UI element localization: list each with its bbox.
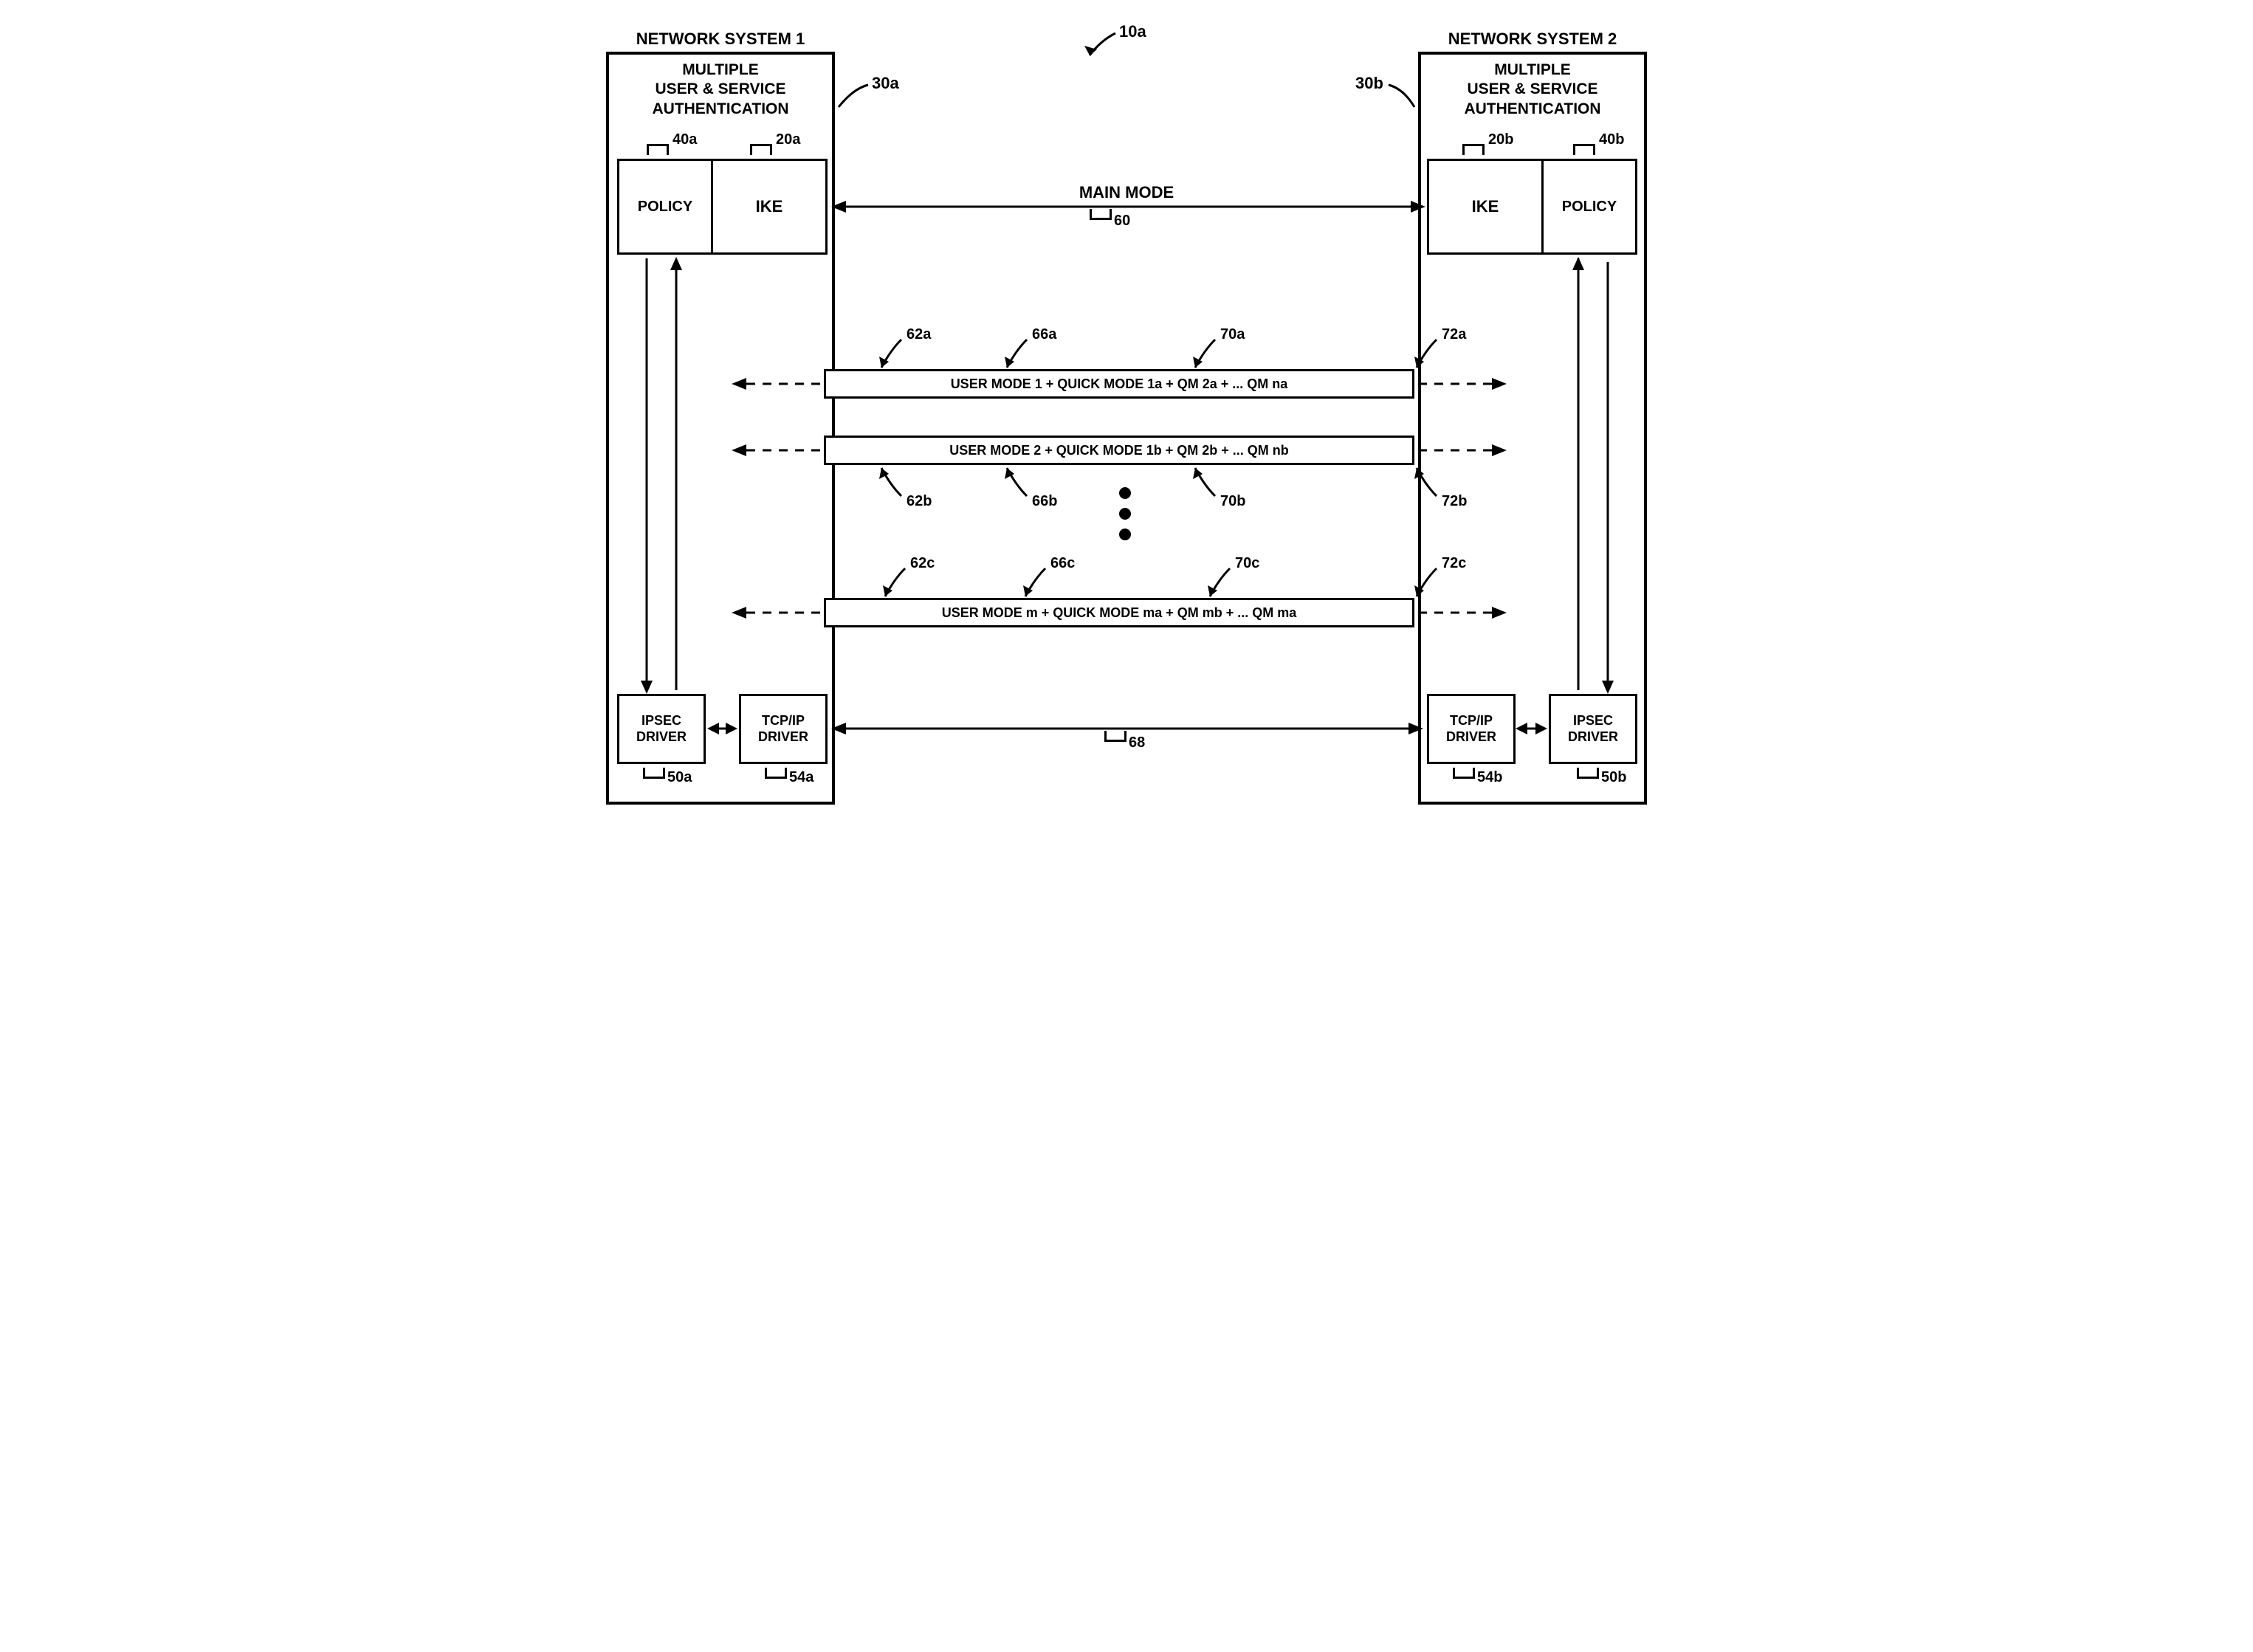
ref-hook: [750, 144, 772, 155]
right-tcpip-box: TCP/IP DRIVER: [1427, 694, 1516, 764]
ref-66a: 66a: [1032, 326, 1056, 343]
ref-hook: [1577, 768, 1599, 779]
right-subtitle: MULTIPLE USER & SERVICE AUTHENTICATION: [1425, 61, 1640, 119]
ref-hook: [1453, 768, 1475, 779]
right-tcpip-ref: 54b: [1477, 769, 1502, 786]
ref-62a: 62a: [907, 326, 931, 343]
right-policy-box: POLICY: [1541, 159, 1637, 255]
left-title: NETWORK SYSTEM 1: [613, 30, 828, 49]
left-ipsec-ref: 50a: [667, 769, 692, 786]
ref-hook: [1462, 144, 1485, 155]
left-ike-ref: 20a: [776, 131, 800, 148]
left-policy-box: POLICY: [617, 159, 713, 255]
mode-bar-2: USER MODE 2 + QUICK MODE 1b + QM 2b + ..…: [824, 436, 1414, 465]
ref-62b: 62b: [907, 493, 932, 510]
diagram-canvas: 10a NETWORK SYSTEM 1 MULTIPLE USER & SER…: [573, 15, 1680, 827]
right-title: NETWORK SYSTEM 2: [1425, 30, 1640, 49]
ref-70c: 70c: [1235, 555, 1259, 572]
right-policy-ref: 40b: [1599, 131, 1624, 148]
ref-72b: 72b: [1442, 493, 1467, 510]
left-ipsec-box: IPSEC DRIVER: [617, 694, 706, 764]
ref-hook: [1104, 731, 1126, 742]
ref-hook: [765, 768, 787, 779]
right-outer-ref: 30b: [1355, 74, 1383, 93]
ref-70b: 70b: [1220, 493, 1245, 510]
ref-66b: 66b: [1032, 493, 1057, 510]
main-mode-ref: 60: [1114, 213, 1130, 230]
left-tcpip-box: TCP/IP DRIVER: [739, 694, 828, 764]
ref-72c: 72c: [1442, 555, 1466, 572]
left-policy-ref: 40a: [673, 131, 697, 148]
ref-hook: [647, 144, 669, 155]
main-mode-label: MAIN MODE: [1016, 183, 1237, 202]
mode-bar-1: USER MODE 1 + QUICK MODE 1a + QM 2a + ..…: [824, 369, 1414, 399]
figure-ref: 10a: [1119, 22, 1146, 41]
left-subtitle: MULTIPLE USER & SERVICE AUTHENTICATION: [613, 61, 828, 119]
left-outer-ref: 30a: [872, 74, 899, 93]
ref-62c: 62c: [910, 555, 935, 572]
ref-66c: 66c: [1050, 555, 1075, 572]
left-ike-box: IKE: [711, 159, 828, 255]
ref-72a: 72a: [1442, 326, 1466, 343]
vertical-dots: [1119, 487, 1131, 540]
ref-hook: [1573, 144, 1595, 155]
right-ipsec-ref: 50b: [1601, 769, 1626, 786]
mode-bar-3: USER MODE m + QUICK MODE ma + QM mb + ..…: [824, 598, 1414, 627]
right-ike-ref: 20b: [1488, 131, 1513, 148]
bottom-link-ref: 68: [1129, 734, 1145, 751]
left-tcpip-ref: 54a: [789, 769, 814, 786]
ref-hook: [643, 768, 665, 779]
ref-70a: 70a: [1220, 326, 1245, 343]
right-ike-box: IKE: [1427, 159, 1544, 255]
ref-hook: [1090, 209, 1112, 220]
right-ipsec-box: IPSEC DRIVER: [1549, 694, 1637, 764]
